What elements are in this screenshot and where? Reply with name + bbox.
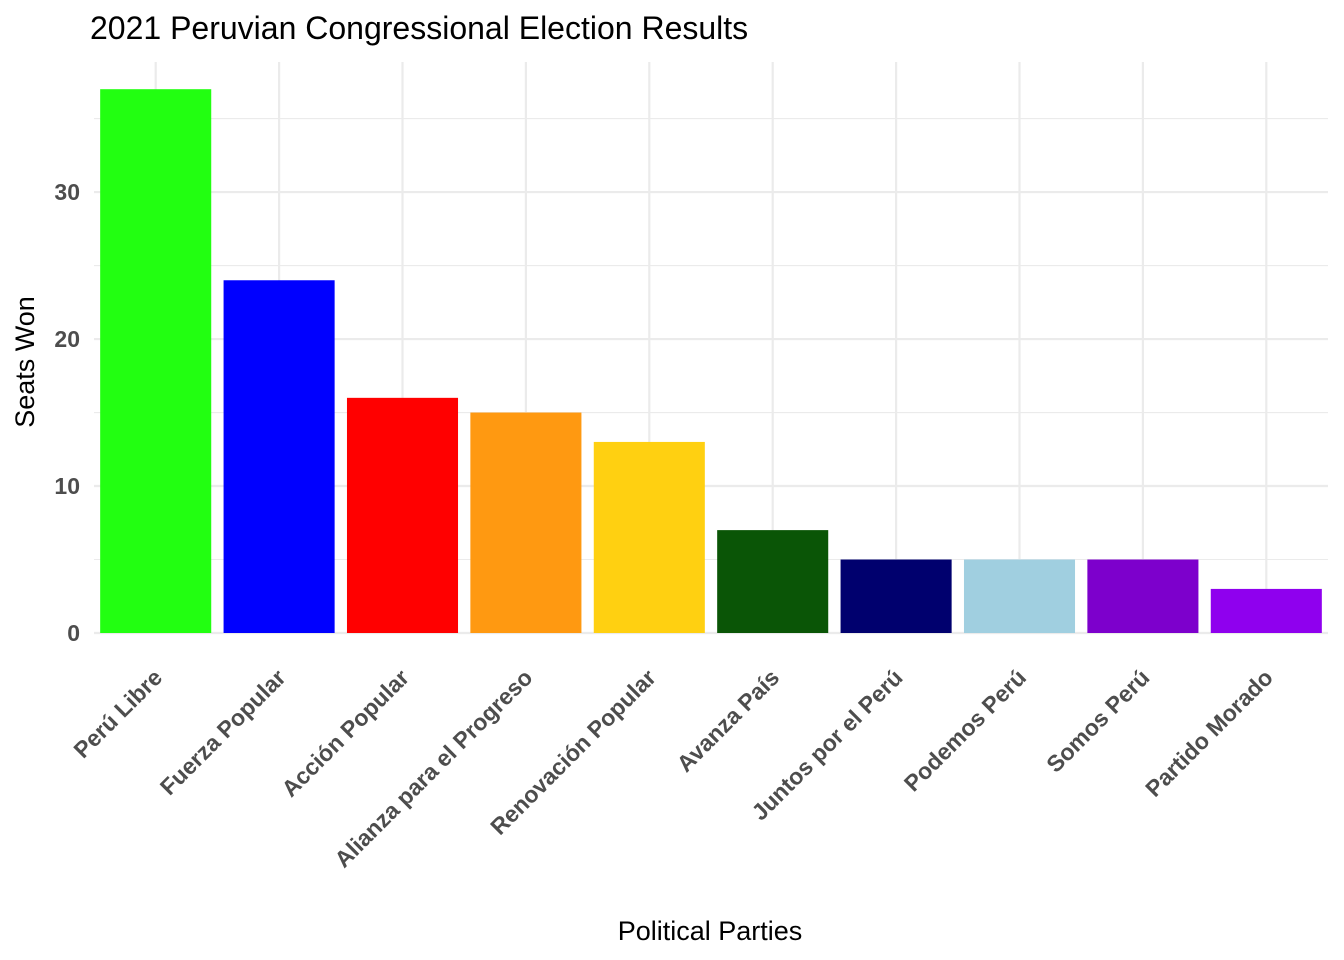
bar-somos-per- (1087, 560, 1198, 633)
x-tick-label: Partido Morado (1140, 664, 1278, 802)
x-tick-label: Avanza País (672, 664, 785, 777)
bar-fuerza-popular (224, 280, 335, 633)
bar-renovaci-n-popular (594, 442, 705, 633)
bars (100, 89, 1322, 633)
y-axis-ticks: 0 10 20 30 (54, 179, 80, 646)
y-axis-title: Seats Won (10, 296, 40, 428)
bar-partido-morado (1211, 589, 1322, 633)
bar-acci-n-popular (347, 398, 458, 633)
y-tick-label: 30 (54, 179, 80, 205)
x-tick-label: Alianza para el Progreso (329, 664, 537, 872)
x-tick-label: Fuerza Popular (155, 664, 291, 800)
bar-juntos-por-el-per- (841, 560, 952, 633)
x-tick-label: Somos Perú (1041, 664, 1154, 777)
x-tick-label: Perú Libre (68, 664, 167, 763)
x-tick-label: Acción Popular (276, 664, 414, 802)
bar-per-libre (100, 89, 211, 633)
bar-avanza-pa-s (717, 530, 828, 633)
y-tick-label: 20 (54, 326, 80, 352)
y-tick-label: 10 (54, 473, 80, 499)
bar-podemos-per- (964, 560, 1075, 633)
x-tick-label: Podemos Perú (899, 664, 1031, 796)
chart-title: 2021 Peruvian Congressional Election Res… (90, 10, 748, 46)
y-tick-label: 0 (67, 620, 80, 646)
x-axis-title: Political Parties (618, 916, 803, 946)
bar-alianza-para-el-progreso (470, 413, 581, 633)
